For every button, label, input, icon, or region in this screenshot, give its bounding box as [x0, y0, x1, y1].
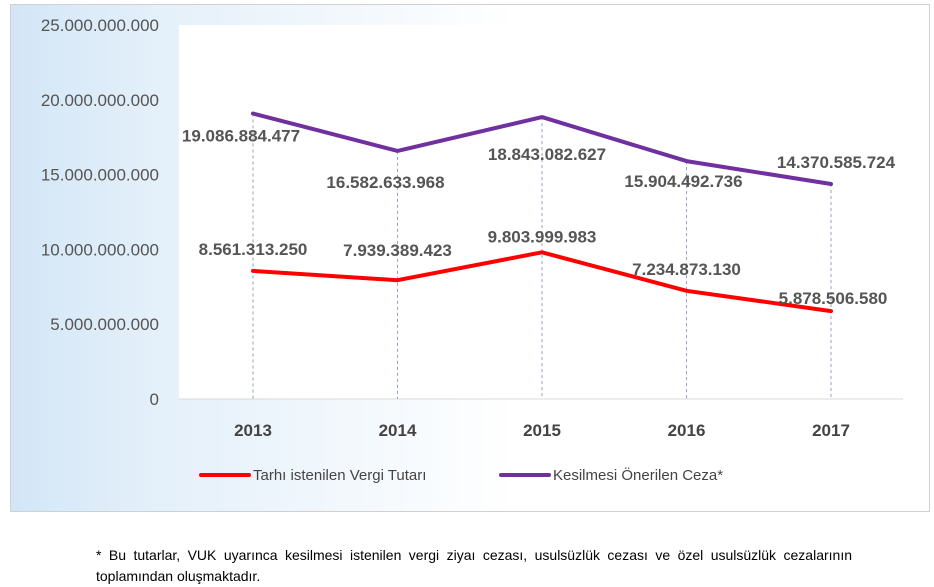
data-label-series-1: 8.561.313.250: [199, 240, 308, 259]
footnote: * Bu tutarlar, VUK uyarınca kesilmesi is…: [96, 547, 852, 584]
legend-label-2: Kesilmesi Önerilen Ceza*: [553, 466, 723, 484]
data-label-series-1: 7.234.873.130: [632, 260, 741, 279]
data-label-series-2: 18.843.082.627: [488, 145, 606, 164]
data-label-series-1: 7.939.389.423: [343, 241, 452, 260]
y-tick-label: 25.000.000.000: [41, 16, 159, 35]
x-tick-label: 2017: [812, 421, 850, 440]
x-tick-label: 2016: [668, 421, 706, 440]
y-tick-label: 0: [150, 390, 159, 409]
x-tick-label: 2014: [379, 421, 417, 440]
x-tick-label: 2013: [234, 421, 272, 440]
data-label-series-2: 16.582.633.968: [326, 173, 444, 192]
legend-label-1: Tarhı istenilen Vergi Tutarı: [253, 467, 426, 484]
y-tick-label: 10.000.000.000: [41, 240, 159, 259]
data-label-series-2: 19.086.884.477: [182, 126, 300, 145]
y-tick-label: 15.000.000.000: [41, 166, 159, 185]
series-line-1: [251, 250, 833, 314]
data-label-series-2: 14.370.585.724: [777, 153, 896, 172]
y-tick-label: 5.000.000.000: [50, 315, 159, 334]
chart-area: 0 5.000.000.000 10.000.000.000 15.000.000.0…: [10, 4, 930, 512]
x-tick-label: 2015: [523, 421, 561, 440]
series-line-2: [251, 111, 833, 186]
data-label-series-1: 5.878.506.580: [779, 289, 888, 308]
y-tick-label: 20.000.000.000: [41, 91, 159, 110]
line-chart: 0 5.000.000.000 10.000.000.000 15.000.000.0…: [41, 16, 903, 484]
data-label-series-2: 15.904.492.736: [624, 172, 742, 191]
plot-area: [179, 25, 903, 399]
data-label-series-1: 9.803.999.983: [488, 227, 597, 246]
